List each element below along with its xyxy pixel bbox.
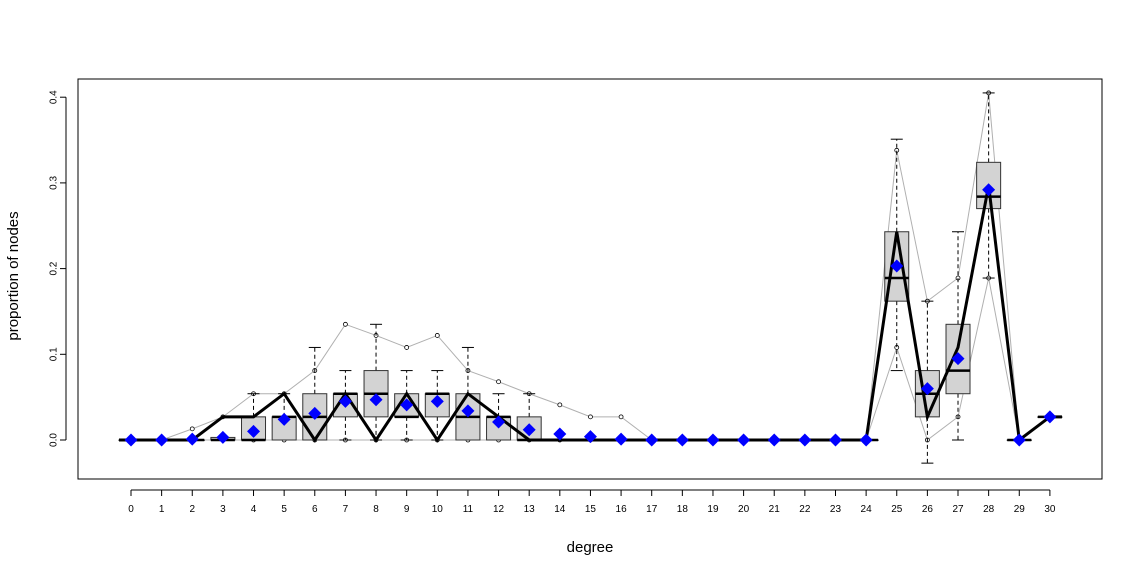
x-tick-label: 16 [616, 504, 628, 515]
upper-quantile-point [435, 333, 439, 337]
upper-quantile-line [131, 93, 1050, 440]
x-tick-label: 29 [1014, 504, 1026, 515]
x-tick-label: 12 [493, 504, 505, 515]
mean-marker [860, 434, 873, 447]
mean-marker [676, 434, 689, 447]
x-tick-label: 1 [159, 504, 165, 515]
x-tick-label: 8 [373, 504, 379, 515]
boxplot-8 [364, 324, 388, 440]
upper-quantile-point [497, 380, 501, 384]
x-tick-label: 27 [952, 504, 964, 515]
mean-marker [615, 433, 628, 446]
y-axis-title: proportion of nodes [5, 211, 22, 340]
mean-marker [216, 431, 229, 444]
boxplot-25 [885, 139, 909, 370]
mean-marker [645, 434, 658, 447]
mean-marker [768, 434, 781, 447]
x-tick-label: 28 [983, 504, 995, 515]
quantile-lines [129, 91, 1052, 442]
y-axis: 0.0 0.1 0.2 0.3 0.4 [49, 90, 66, 447]
upper-quantile-point [588, 415, 592, 419]
upper-quantile-point [619, 415, 623, 419]
x-tick-label: 0 [128, 504, 134, 515]
y-tick-label: 0.0 [49, 433, 60, 447]
x-tick-label: 7 [343, 504, 349, 515]
x-tick-label: 20 [738, 504, 750, 515]
x-tick-label: 19 [707, 504, 719, 515]
x-tick-label: 17 [646, 504, 658, 515]
x-tick-label: 25 [891, 504, 903, 515]
mean-marker [737, 434, 750, 447]
mean-marker [155, 434, 168, 447]
mean-marker [798, 434, 811, 447]
mean-marker [829, 434, 842, 447]
x-tick-label: 3 [220, 504, 226, 515]
boxplot-27 [946, 232, 970, 440]
x-tick-label: 6 [312, 504, 318, 515]
x-tick-label: 9 [404, 504, 410, 515]
y-tick-label: 0.2 [49, 261, 60, 275]
x-tick-label: 11 [463, 504, 474, 515]
x-axis-title: degree [567, 539, 614, 556]
mean-marker [186, 433, 199, 446]
y-tick-label: 0.1 [49, 347, 60, 361]
upper-quantile-point [558, 403, 562, 407]
x-tick-label: 18 [677, 504, 689, 515]
x-tick-label: 30 [1044, 504, 1056, 515]
x-axis: 0 1 2 3 4 5 6 7 8 9 10 11 12 13 14 15 16 17 18 19 20 21 22 23 24… [128, 490, 1056, 515]
x-tick-label: 4 [251, 504, 257, 515]
mean-marker [125, 434, 138, 447]
boxplots [119, 93, 1062, 463]
upper-quantile-point [405, 345, 409, 349]
y-tick-label: 0.3 [49, 176, 60, 190]
mean-marker [706, 434, 719, 447]
x-tick-label: 10 [432, 504, 444, 515]
x-tick-label: 2 [189, 504, 195, 515]
x-tick-label: 22 [799, 504, 811, 515]
upper-quantile-point [190, 427, 194, 431]
x-tick-label: 5 [281, 504, 287, 515]
x-tick-label: 14 [554, 504, 566, 515]
x-tick-label: 26 [922, 504, 934, 515]
x-tick-label: 13 [524, 504, 536, 515]
x-tick-label: 15 [585, 504, 597, 515]
y-tick-label: 0.4 [49, 90, 60, 104]
x-tick-label: 23 [830, 504, 842, 515]
x-tick-label: 21 [769, 504, 781, 515]
x-tick-label: 24 [861, 504, 873, 515]
upper-quantile-point [343, 322, 347, 326]
